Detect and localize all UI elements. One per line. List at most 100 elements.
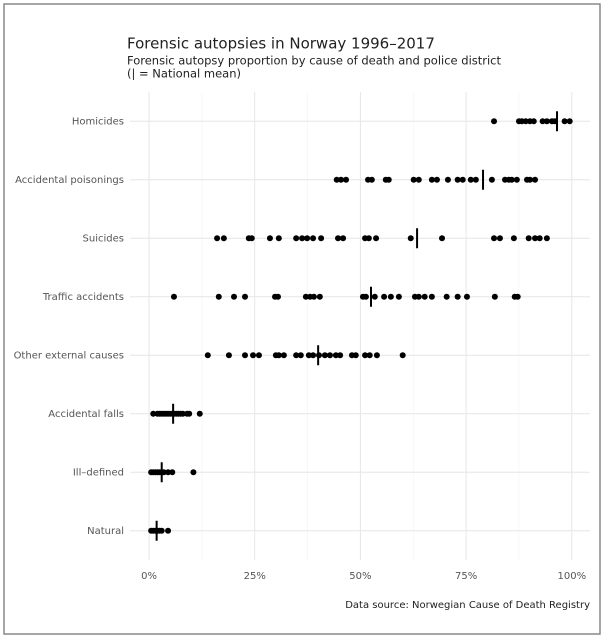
dot [165,527,172,534]
dot [170,293,177,300]
dot [150,410,157,417]
dot [310,235,317,242]
dot [539,118,546,125]
dot [421,293,428,300]
dot [332,352,339,359]
chart-subtitle: Forensic autopsy proportion by cause of … [127,54,502,68]
dot [215,293,222,300]
dot [190,469,197,476]
caption: Data source: Norwegian Cause of Death Re… [345,600,590,611]
dot [522,118,529,125]
dot [343,176,350,183]
x-tick-label: 100% [558,571,587,582]
dot [530,118,537,125]
dot [525,235,532,242]
dot [297,352,304,359]
dot [158,527,165,534]
dot [488,176,495,183]
dot [231,293,238,300]
dot [395,293,402,300]
dot [428,293,435,300]
dot [275,235,282,242]
dot [514,293,521,300]
dot [299,235,306,242]
dot [399,352,406,359]
x-tick-label: 50% [349,571,371,582]
legend-note: (| = National mean) [127,67,241,81]
y-tick-label: Suicides [83,233,124,244]
dot [274,293,281,300]
x-tick-label: 25% [244,571,266,582]
dot [266,235,273,242]
dot [275,352,282,359]
dot [385,176,392,183]
dot [250,352,257,359]
dot [532,176,539,183]
dot [321,352,328,359]
dot [365,235,372,242]
dot [496,235,503,242]
dot [373,352,380,359]
dot [179,410,186,417]
y-tick-label: Ill–defined [73,467,124,478]
dot [410,176,417,183]
dot [561,118,568,125]
dot [454,293,461,300]
dot [508,176,515,183]
dot [326,352,333,359]
dot [352,352,359,359]
dot [491,293,498,300]
dot [242,352,248,359]
y-tick-label: Homicides [72,116,124,127]
dot [444,176,451,183]
dot [302,293,309,300]
dot [169,469,176,476]
x-tick-label: 75% [455,571,477,582]
x-tick-label: 0% [141,571,157,582]
dot [196,410,203,417]
dot [310,352,317,359]
dot [366,352,373,359]
dot [543,118,550,125]
dot [467,176,474,183]
dot [381,293,388,300]
dot [439,235,446,242]
dot [204,352,211,359]
dot [340,235,347,242]
dot [454,176,461,183]
dot [407,235,414,242]
dot [304,235,311,242]
dot [415,176,422,183]
dot [316,293,323,300]
dot [491,118,498,125]
dot [472,176,479,183]
dot [310,293,317,300]
y-tick-label: Accidental falls [48,409,124,420]
dot [513,176,520,183]
dot [220,235,227,242]
dot [186,410,193,417]
dot [459,176,466,183]
y-tick-label: Other external causes [14,350,124,361]
dot [225,352,232,359]
dot [387,293,394,300]
dot [305,352,312,359]
dot [543,235,550,242]
dot [318,235,325,242]
dot [428,176,435,183]
chart-title: Forensic autopsies in Norway 1996–2017 [127,35,435,53]
dot [463,293,470,300]
dot [362,293,369,300]
dot [333,176,340,183]
dot [280,352,287,359]
dot [362,352,369,359]
dot [337,352,344,359]
dot [433,176,440,183]
dot [536,235,543,242]
dot [293,352,300,359]
dot [373,235,380,242]
dot [566,118,573,125]
dot [371,293,378,300]
dot [242,293,248,300]
